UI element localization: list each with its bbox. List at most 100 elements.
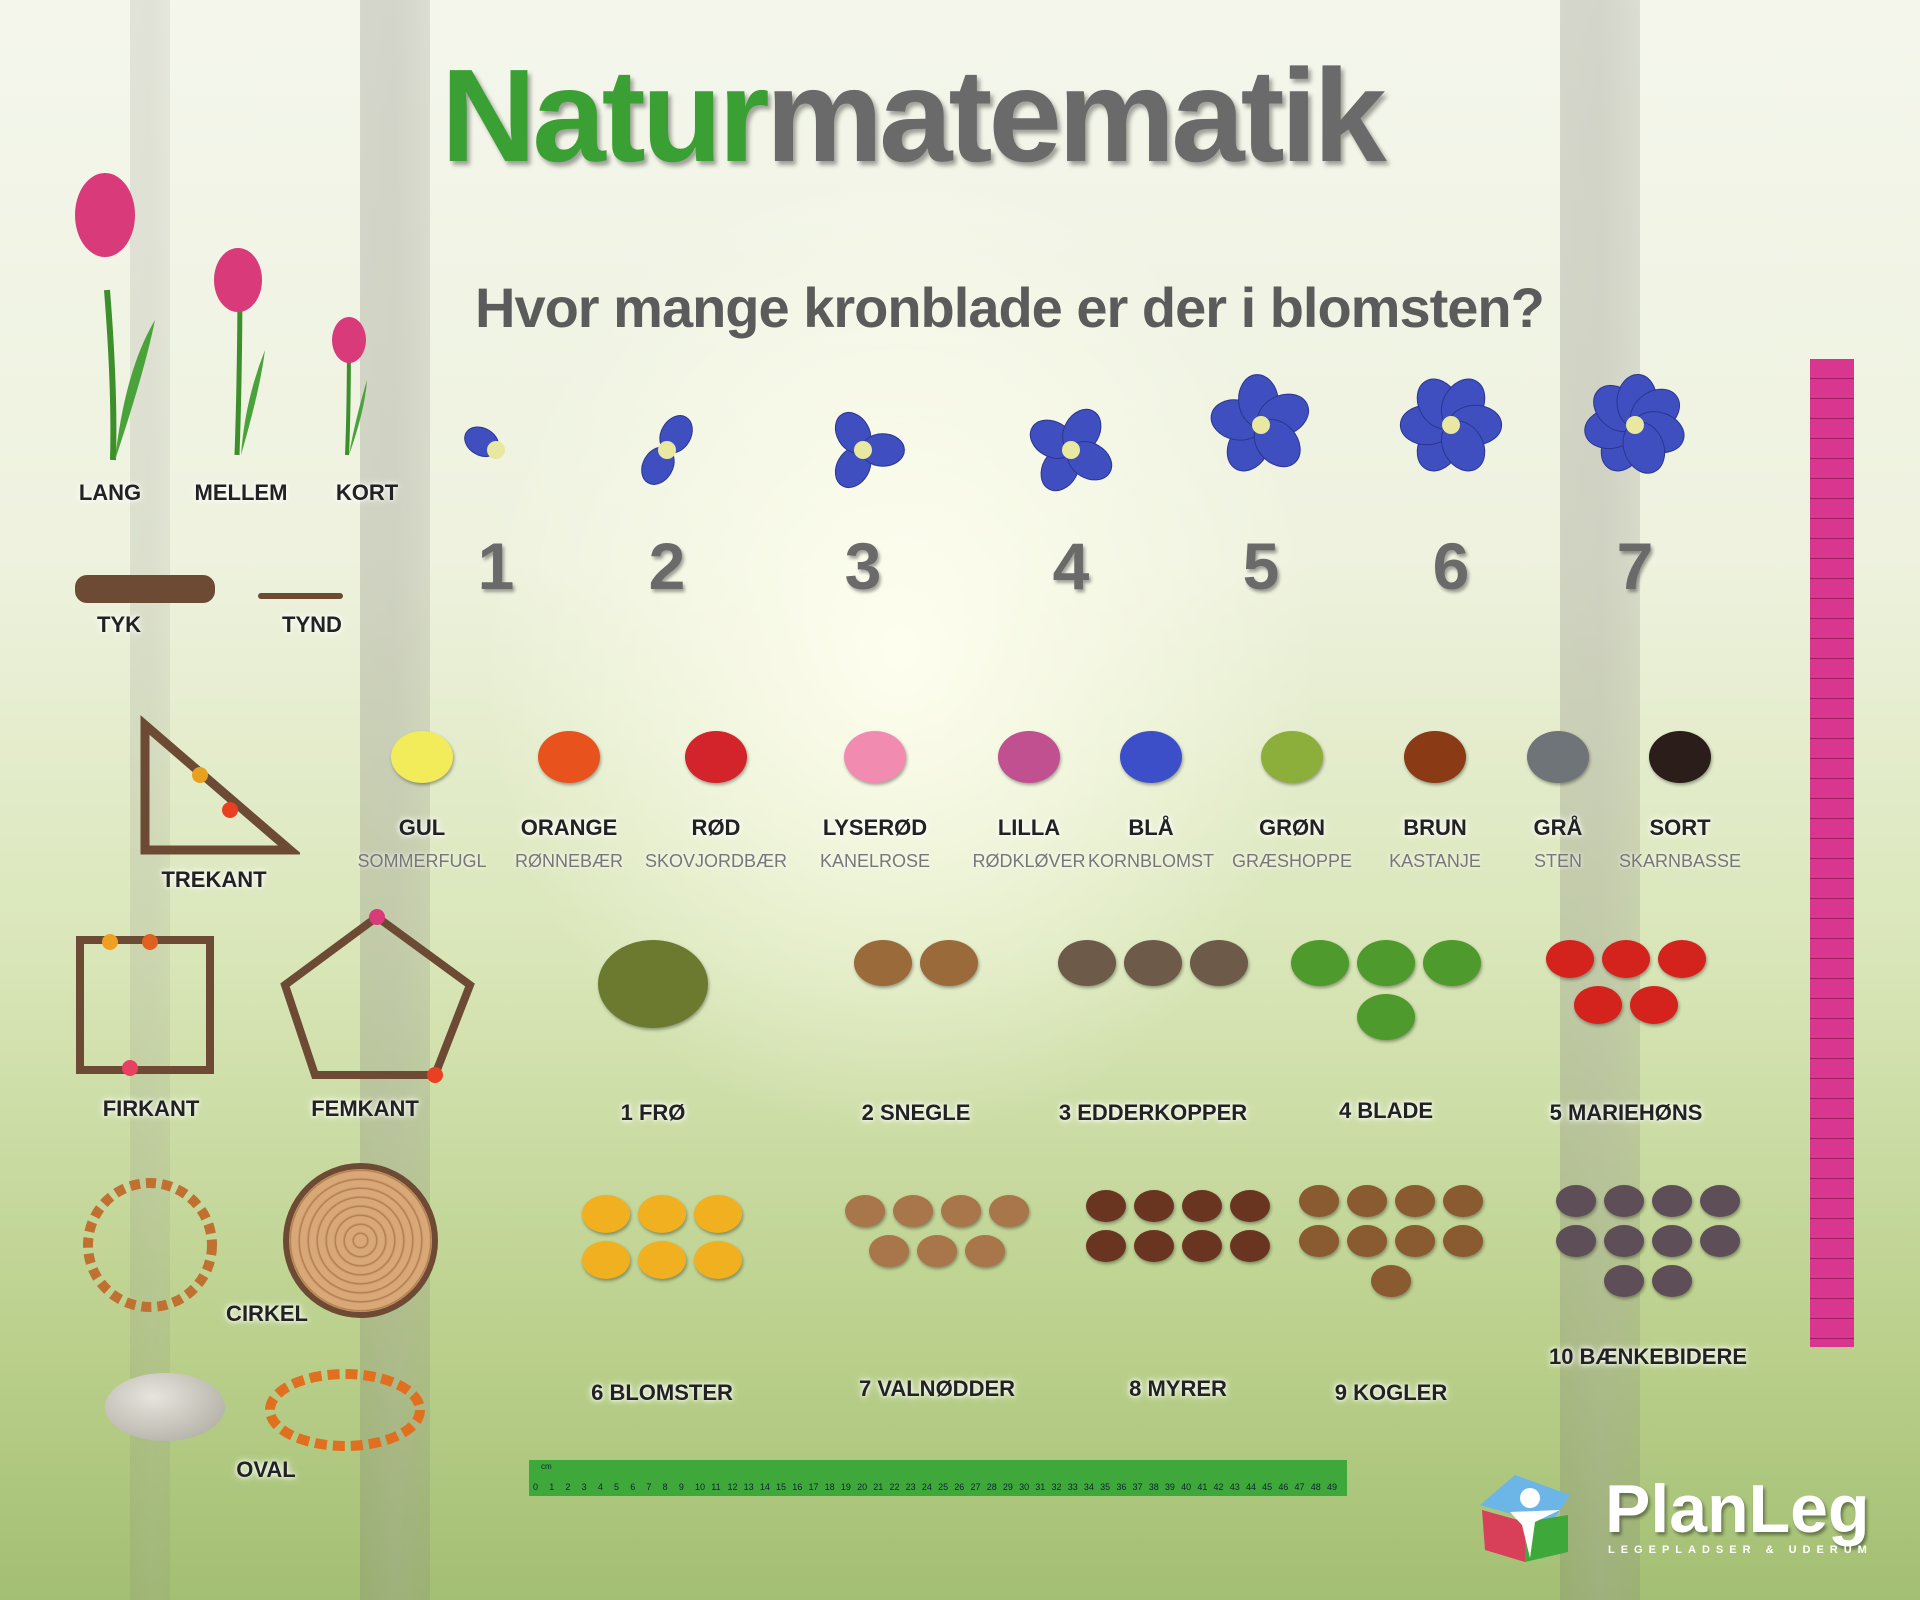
counted-item [1086, 1230, 1126, 1262]
planleg-logo-icon [1480, 1475, 1570, 1562]
stone-icon [105, 1373, 225, 1441]
counted-item [638, 1241, 686, 1279]
shape-label-square: FIRKANT [102, 1096, 200, 1121]
color-label: ORANGE [520, 815, 618, 840]
petal-number: 4 [1052, 529, 1090, 603]
ruler-tick-label: 26 [954, 1482, 965, 1492]
ruler-tick-label: 33 [1067, 1482, 1078, 1492]
count-group [1286, 940, 1486, 1040]
logo-tagline: LEGEPLADSER & UDERUM [1608, 1544, 1873, 1556]
counted-item [694, 1195, 742, 1233]
counted-item [1230, 1190, 1270, 1222]
count-label: 2 SNEGLE [861, 1100, 971, 1125]
color-example-icon [1527, 731, 1589, 783]
color-example-icon [1649, 731, 1711, 783]
counted-item [1556, 1225, 1596, 1257]
ruler-tick-label: 35 [1100, 1482, 1111, 1492]
color-example-icon [538, 731, 600, 783]
tulips-illustration [75, 173, 367, 461]
counted-item [989, 1195, 1029, 1227]
triangle-shape [140, 715, 300, 855]
color-label: GUL [398, 815, 446, 840]
color-label: SORT [1649, 815, 1711, 840]
counted-item [1182, 1190, 1222, 1222]
count-label: 5 MARIEHØNS [1549, 1100, 1703, 1125]
ruler-tick-label: 12 [727, 1482, 738, 1492]
counted-item [1630, 986, 1678, 1024]
count-label: 1 FRØ [620, 1100, 686, 1125]
ruler-tick-label: 2 [565, 1482, 571, 1492]
ruler-tick-label: 40 [1181, 1482, 1192, 1492]
ruler-tick-label: 24 [921, 1482, 932, 1492]
hepatica-flower-5-petals [1210, 374, 1310, 472]
ruler-tick-label: 37 [1132, 1482, 1143, 1492]
ruler-tick-label: 15 [776, 1482, 787, 1492]
color-example-label: SKOVJORDBÆR [644, 851, 788, 871]
counted-item [965, 1235, 1005, 1267]
color-example-label: KASTANJE [1389, 851, 1481, 871]
color-label: BRUN [1403, 815, 1467, 840]
count-label: 4 BLADE [1338, 1098, 1434, 1123]
circle-shape [83, 1178, 217, 1312]
counted-item [1230, 1230, 1270, 1262]
counted-item [1658, 940, 1706, 978]
planleg-logo: PlanLeg LEGEPLADSER & UDERUM [1470, 1470, 1890, 1565]
color-example-label: KORNBLOMST [1087, 851, 1215, 871]
thin-stick [258, 593, 343, 599]
count-group [816, 940, 1016, 986]
counted-item [1602, 940, 1650, 978]
ruler-tick-label: 36 [1116, 1482, 1127, 1492]
ruler-tick-label: 8 [662, 1482, 668, 1492]
ruler-tick-label: 48 [1310, 1482, 1321, 1492]
count-group [583, 940, 723, 1028]
ruler-tick-label: 18 [824, 1482, 835, 1492]
ruler-tick-label: 4 [597, 1482, 603, 1492]
counted-item [1443, 1225, 1483, 1257]
ruler-tick-label: 25 [938, 1482, 949, 1492]
ruler-tick-label: 14 [759, 1482, 770, 1492]
petal-number: 6 [1432, 529, 1470, 603]
count-label: 3 EDDERKOPPER [1058, 1100, 1248, 1125]
counted-item [1395, 1185, 1435, 1217]
color-example-label: SKARNBASSE [1618, 851, 1742, 871]
petal-number: 3 [844, 529, 882, 603]
ruler-tick-label: 49 [1326, 1482, 1337, 1492]
counted-item [1556, 1185, 1596, 1217]
ruler-tick-label: 28 [986, 1482, 997, 1492]
counted-item [920, 940, 978, 986]
ruler-tick-label: 10 [695, 1482, 706, 1492]
counted-item [1347, 1225, 1387, 1257]
oval-shape [265, 1369, 425, 1451]
counted-item [1652, 1265, 1692, 1297]
hepatica-flower-3-petals [834, 411, 905, 489]
counted-item [582, 1195, 630, 1233]
ruler-tick-label: 20 [857, 1482, 868, 1492]
ruler-tick-label: 31 [1035, 1482, 1046, 1492]
counted-item [1357, 994, 1415, 1040]
petal-number: 1 [477, 529, 515, 603]
color-example-label: GRÆSHOPPE [1231, 851, 1353, 871]
tree-trunk [130, 0, 170, 1600]
subtitle: Hvor mange kronblade er der i blomsten? [475, 276, 1545, 339]
count-group [562, 1195, 762, 1279]
ruler-tick-label: 46 [1278, 1482, 1289, 1492]
counted-item [1291, 940, 1349, 986]
color-example-label: RØNNEBÆR [514, 851, 624, 871]
thickness-label-thick: TYK [97, 612, 141, 637]
counted-item [1395, 1225, 1435, 1257]
ruler-tick-label: 41 [1197, 1482, 1208, 1492]
ruler-tick-label: 42 [1213, 1482, 1224, 1492]
ruler-tick-label: 7 [646, 1482, 652, 1492]
shape-label-circle: CIRKEL [226, 1301, 308, 1326]
color-label: GRÅ [1533, 815, 1583, 840]
ruler-tick-label: 13 [743, 1482, 754, 1492]
ruler-tick-label: 45 [1262, 1482, 1273, 1492]
color-example-label: RØDKLØVER [972, 851, 1086, 871]
color-label: GRØN [1259, 815, 1325, 840]
color-example-label: STEN [1533, 851, 1583, 871]
counted-item [694, 1241, 742, 1279]
color-example-icon [998, 731, 1060, 783]
ruler-tick-label: 30 [1019, 1482, 1030, 1492]
shape-label-oval: OVAL [236, 1457, 296, 1482]
hepatica-flower-6-petals [1399, 378, 1503, 472]
